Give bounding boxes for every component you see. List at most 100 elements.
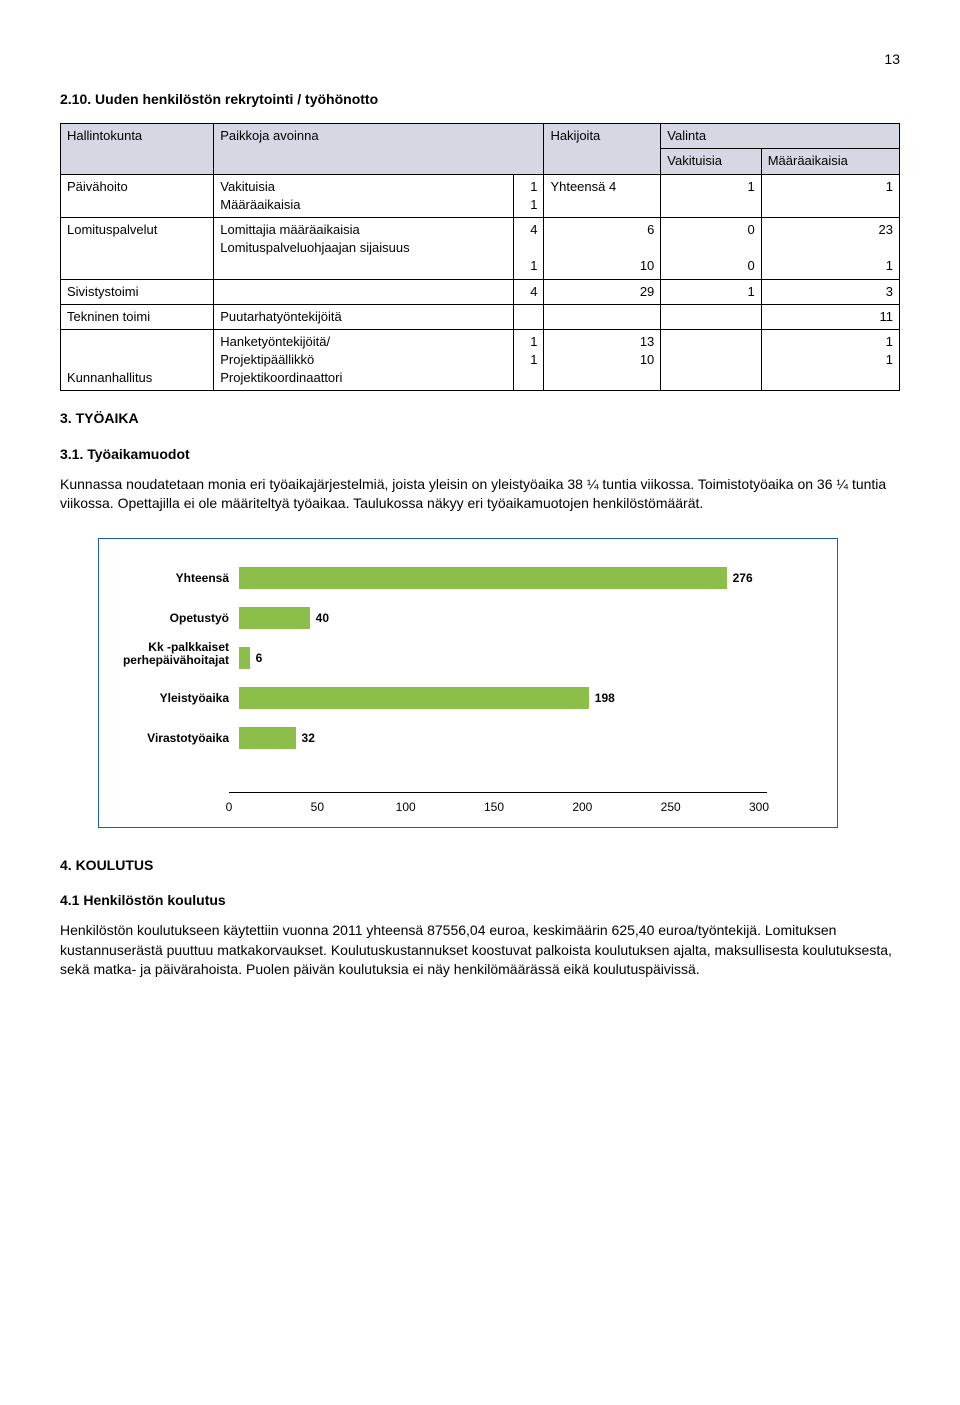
bar-row: Yleistyöaika198: [239, 687, 767, 709]
cell: Puutarhatyöntekijöitä: [214, 304, 514, 329]
th-hallintokunta: Hallintokunta: [61, 124, 214, 174]
th-paikkoja: Paikkoja avoinna: [214, 124, 544, 174]
cell-line: Vakituisia: [220, 178, 507, 196]
table-row: Tekninen toimi Puutarhatyöntekijöitä 11: [61, 304, 900, 329]
bar-value: 40: [316, 610, 329, 627]
cell: Lomituspalvelut: [61, 217, 214, 279]
recruitment-table: Hallintokunta Paikkoja avoinna Hakijoita…: [60, 123, 900, 391]
cell-line: 4: [520, 221, 537, 239]
cell-line: 1: [768, 257, 893, 275]
page-number: 13: [60, 50, 900, 70]
x-tick: 100: [396, 799, 416, 816]
cell: Hanketyöntekijöitä/ Projektipäällikkö Pr…: [214, 329, 514, 391]
bar-row: Kk -palkkaiset perhepäivähoitajat6: [239, 647, 767, 669]
cell-line: 13: [550, 333, 654, 351]
cell: 1: [661, 174, 761, 217]
section-2-10-title: 2.10. Uuden henkilöstön rekrytointi / ty…: [60, 90, 900, 110]
th-hakijoita: Hakijoita: [544, 124, 661, 174]
bar: [239, 567, 727, 589]
cell-line: 1: [520, 351, 537, 369]
cell: [661, 304, 761, 329]
bar-value: 32: [302, 730, 315, 747]
bar-value: 6: [256, 650, 263, 667]
cell-line: 6: [550, 221, 654, 239]
cell-line: 1: [520, 178, 537, 196]
cell-line: 1: [768, 351, 893, 369]
worktime-chart: Yhteensä276Opetustyö40Kk -palkkaiset per…: [98, 538, 838, 828]
bar: [239, 647, 250, 669]
cell-line: 0: [667, 257, 754, 275]
bar-value: 276: [733, 570, 753, 587]
cell-line: 1: [768, 178, 893, 196]
cell: Kunnanhallitus: [61, 329, 214, 391]
cell: 3: [761, 279, 899, 304]
cell: [661, 329, 761, 391]
cell: Lomittajia määräaikaisia Lomituspalveluo…: [214, 217, 514, 279]
cell-line: 1: [520, 196, 537, 214]
section-4-1-para: Henkilöstön koulutukseen käytettiin vuon…: [60, 921, 900, 980]
table-row: Päivähoito Vakituisia Määräaikaisia 1 1 …: [61, 174, 900, 217]
cell-line: 1: [667, 178, 754, 196]
cell-line: 1: [520, 333, 537, 351]
table-row: Kunnanhallitus Hanketyöntekijöitä/ Proje…: [61, 329, 900, 391]
cell: 1 1: [514, 174, 544, 217]
category-label: Kk -palkkaiset perhepäivähoitajat: [99, 641, 239, 667]
category-label: Yleistyöaika: [99, 690, 239, 707]
cell: 11: [761, 304, 899, 329]
section-3-1-title: 3.1. Työaikamuodot: [60, 445, 900, 465]
category-label: Yhteensä: [99, 570, 239, 587]
cell: Vakituisia Määräaikaisia: [214, 174, 514, 217]
bar-value: 198: [595, 690, 615, 707]
cell-line: Lomittajia määräaikaisia: [220, 221, 507, 239]
cell: 1: [761, 174, 899, 217]
cell-line: 1: [520, 257, 537, 275]
bar-row: Virastotyöaika32: [239, 727, 767, 749]
cell: 4: [514, 279, 544, 304]
cell: [544, 304, 661, 329]
section-3-title: 3. TYÖAIKA: [60, 409, 900, 429]
th-valinta: Valinta: [661, 124, 900, 149]
bar-row: Yhteensä276: [239, 567, 767, 589]
table-row: Lomituspalvelut Lomittajia määräaikaisia…: [61, 217, 900, 279]
section-3-1-para: Kunnassa noudatetaan monia eri työaikajä…: [60, 475, 900, 514]
cell: Sivistystoimi: [61, 279, 214, 304]
category-label: Opetustyö: [99, 610, 239, 627]
x-tick: 200: [572, 799, 592, 816]
cell-line: 23: [768, 221, 893, 239]
cell: Yhteensä 4: [544, 174, 661, 217]
th-maaraaikaisia: Määräaikaisia: [761, 149, 899, 174]
cell: 13 10: [544, 329, 661, 391]
cell: 6 10: [544, 217, 661, 279]
cell: Päivähoito: [61, 174, 214, 217]
bar: [239, 607, 310, 629]
cell: 1: [661, 279, 761, 304]
cell-line: Hanketyöntekijöitä/: [220, 333, 507, 351]
x-tick: 50: [311, 799, 324, 816]
x-tick: 300: [749, 799, 769, 816]
bar: [239, 727, 296, 749]
cell-line: Projektipäällikkö: [220, 351, 507, 369]
cell: 29: [544, 279, 661, 304]
cell-line: 1: [768, 333, 893, 351]
cell-line: Määräaikaisia: [220, 196, 507, 214]
table-row: Sivistystoimi 4 29 1 3: [61, 279, 900, 304]
cell-line: Projektikoordinaattori: [220, 369, 507, 387]
cell: 1 1: [761, 329, 899, 391]
cell: [214, 279, 514, 304]
section-4-1-title: 4.1 Henkilöstön koulutus: [60, 891, 900, 911]
x-tick: 0: [226, 799, 233, 816]
bar: [239, 687, 589, 709]
cell: [514, 304, 544, 329]
cell: 1 1: [514, 329, 544, 391]
cell-line: Lomituspalveluohjaajan sijaisuus: [220, 239, 507, 257]
cell: 23 1: [761, 217, 899, 279]
cell: 4 1: [514, 217, 544, 279]
cell: Tekninen toimi: [61, 304, 214, 329]
th-vakituisia: Vakituisia: [661, 149, 761, 174]
cell-line: 10: [550, 351, 654, 369]
cell: 0 0: [661, 217, 761, 279]
section-4-title: 4. KOULUTUS: [60, 856, 900, 876]
x-tick: 250: [661, 799, 681, 816]
cell-line: 10: [550, 257, 654, 275]
x-tick: 150: [484, 799, 504, 816]
